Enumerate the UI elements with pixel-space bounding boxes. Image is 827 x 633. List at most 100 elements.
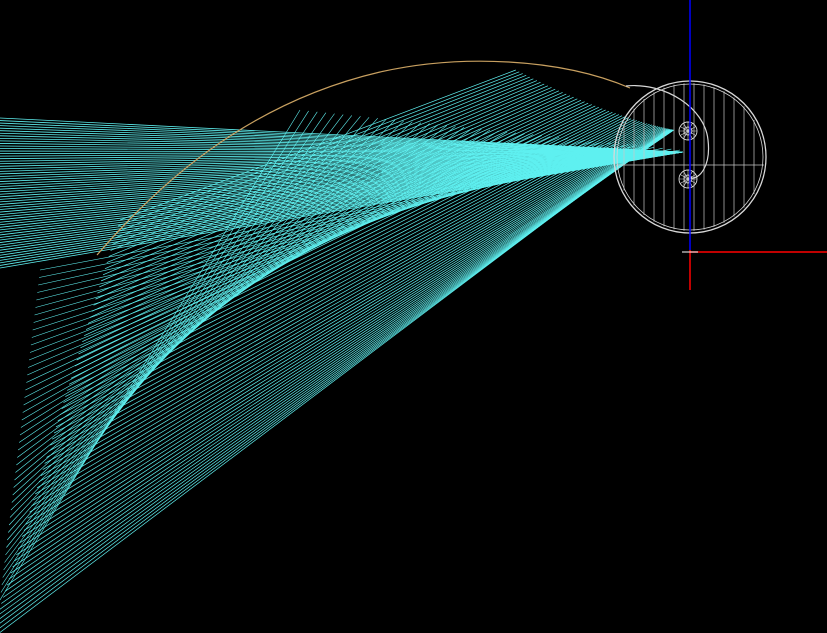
sweep-line [59, 117, 629, 416]
band-line [37, 146, 655, 293]
sweep-line [93, 93, 567, 306]
band-line [31, 141, 603, 338]
ray-line [0, 151, 684, 200]
band-line [7, 117, 370, 541]
ray-line [0, 143, 684, 153]
band-line [2, 112, 327, 578]
sweep-line [104, 83, 545, 270]
band-line [23, 133, 525, 406]
construction-rays [0, 69, 684, 633]
sweep-line [87, 98, 578, 324]
ray-line [0, 140, 684, 153]
band-line [5, 115, 353, 556]
sweep-line [4, 129, 674, 592]
axis-crosshair-icon [682, 0, 827, 290]
sweep-line [16, 129, 673, 556]
band-line [21, 131, 508, 421]
band-line [20, 130, 499, 428]
ray-line [0, 151, 684, 205]
band-line [4, 114, 344, 563]
ray-line [0, 151, 684, 218]
sweep-line [0, 129, 673, 610]
sweep-line [14, 129, 673, 562]
sweep-line [117, 71, 520, 227]
band-line [38, 147, 663, 286]
band-line [25, 135, 542, 391]
band-line [39, 149, 681, 271]
hub-top-icon [678, 121, 698, 141]
sweep-line [40, 125, 655, 476]
band-line [35, 145, 637, 308]
sweep-line [50, 121, 643, 446]
band-line [3, 113, 335, 571]
band-line [34, 144, 629, 316]
sweep-line [8, 129, 674, 580]
sweep-line [119, 69, 516, 221]
ray-line [0, 122, 684, 153]
sweep-line [44, 123, 650, 464]
hub-spoke [680, 174, 696, 184]
ray-line [0, 151, 684, 251]
band-line [24, 134, 534, 398]
sweep-line [67, 113, 616, 391]
ray-line [0, 125, 684, 153]
ray-line [0, 151, 684, 208]
band-line [36, 146, 646, 301]
sweep-line [36, 126, 659, 489]
band-line [1, 111, 318, 586]
sweep-line [23, 128, 669, 531]
sweep-line [116, 73, 523, 233]
band-line [12, 122, 422, 496]
band-line [0, 110, 309, 593]
ray-line [0, 150, 684, 153]
band-line [27, 136, 560, 376]
band-line [8, 118, 387, 526]
wheel-hatch-lines [616, 83, 764, 231]
sweep-line [91, 95, 571, 312]
sweep-line [46, 123, 648, 458]
ray-line [0, 151, 684, 216]
sweep-line [102, 85, 548, 276]
band-line [6, 116, 361, 548]
sweep-line [65, 114, 620, 397]
sweep-line [1, 129, 673, 604]
ray-line [0, 151, 684, 193]
sweep-line [48, 122, 645, 452]
sweep-line [6, 129, 674, 586]
band-line [0, 109, 301, 601]
band-line [32, 142, 612, 331]
band-line [9, 119, 396, 518]
sweep-line [84, 101, 585, 336]
sweep-line [35, 126, 661, 495]
sweep-line [25, 128, 668, 525]
sweep-line [95, 92, 563, 300]
sweep-line [110, 78, 534, 251]
ray-line [0, 151, 684, 157]
band-line [33, 143, 620, 323]
band-line [28, 138, 577, 361]
sweep-line [21, 128, 670, 537]
ray-line [0, 151, 684, 170]
sweep-line [33, 127, 662, 501]
band-line [22, 132, 517, 413]
band-line [7, 117, 378, 533]
sweep-line [38, 125, 657, 483]
band-line [28, 137, 568, 368]
sweep-line [31, 127, 664, 507]
sweep-line [101, 87, 552, 282]
sweep-line [112, 76, 530, 245]
band-line [26, 136, 551, 383]
ray-line [0, 151, 684, 185]
sweep-line [18, 129, 672, 549]
sweep-line [53, 120, 637, 434]
band-line [29, 139, 586, 353]
ray-line [0, 151, 684, 203]
band-line [30, 140, 594, 346]
sweep-line [52, 120, 640, 440]
sweep-line [29, 127, 666, 513]
sweep-line [12, 129, 674, 568]
sweep-line [97, 90, 560, 294]
hub-spoke [680, 126, 696, 136]
